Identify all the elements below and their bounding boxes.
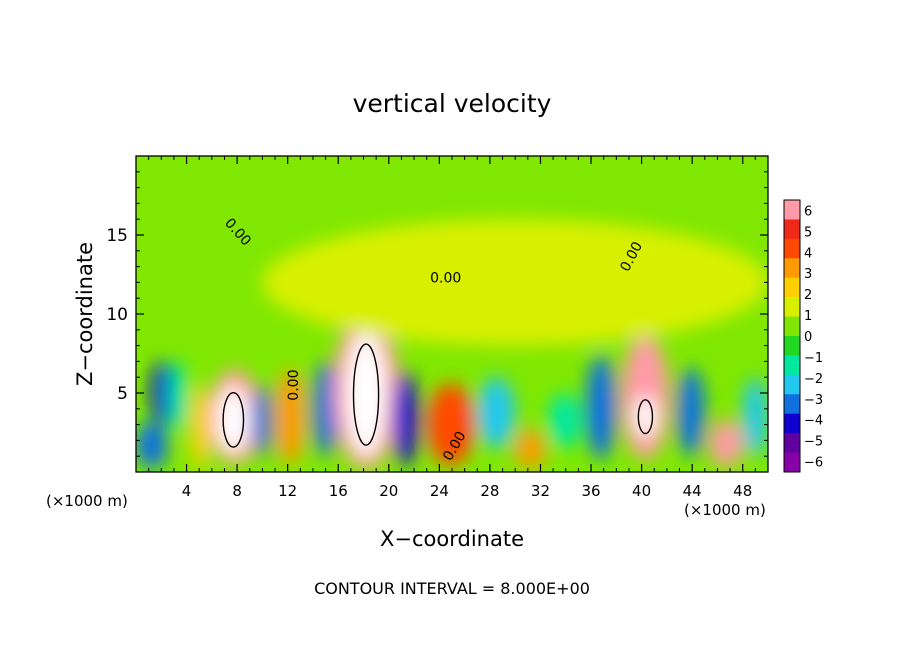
colorbar-label-10: −4 — [804, 414, 823, 429]
colorbar-swatch-8 — [784, 355, 800, 376]
colorbar-label-1: 5 — [804, 225, 812, 240]
heatmap-cell-5 — [216, 386, 250, 454]
chart-title: vertical velocity — [353, 89, 552, 118]
heatmap-cell-19 — [676, 367, 705, 457]
x-tick-label-10: 44 — [683, 482, 702, 500]
colorbar-swatch-2 — [784, 238, 800, 259]
colorbar-swatch-13 — [784, 452, 800, 473]
colorbar-label-4: 2 — [804, 288, 812, 303]
colorbar-swatch-12 — [784, 433, 800, 454]
colorbar-label-3: 3 — [804, 267, 812, 282]
heatmap-cell-7 — [275, 369, 306, 465]
heatmap-cell-12 — [426, 383, 475, 466]
contour-line-5 — [222, 391, 245, 448]
heatmap-cell-20 — [709, 419, 743, 468]
colorbar-swatch-5 — [784, 297, 800, 318]
x-axis-ticks: 4 8 12 16 20 24 28 32 36 40 44 48 — [148, 156, 769, 500]
x-axis-unit-right: (×1000 m) — [684, 501, 766, 519]
x-tick-label-5: 24 — [430, 482, 449, 500]
colorbar-label-5: 1 — [804, 309, 812, 324]
contour-interval-footer: CONTOUR INTERVAL = 8.000E+00 — [314, 579, 590, 598]
x-tick-label-4: 20 — [379, 482, 398, 500]
colorbar-swatch-6 — [784, 316, 800, 337]
colorbar-label-6: 0 — [804, 330, 812, 345]
heatmap-cell-22 — [262, 219, 768, 346]
x-tick-label-8: 36 — [581, 482, 600, 500]
heatmap-cell-6 — [252, 385, 272, 457]
colorbar-label-9: −3 — [804, 393, 823, 408]
colorbar-label-11: −5 — [804, 435, 823, 450]
x-tick-label-9: 40 — [632, 482, 651, 500]
heatmap-cell-11 — [392, 370, 418, 466]
heatmap-cell-21 — [742, 377, 768, 457]
heatmap-cell-14 — [515, 429, 546, 469]
colorbar-label-12: −6 — [804, 456, 823, 471]
contour-label-1: 0.00 — [430, 270, 461, 286]
contour-label-3: 0.00 — [286, 370, 302, 401]
heatmap-cell-3 — [190, 383, 211, 471]
heatmap-cell-10 — [345, 332, 387, 457]
x-tick-label-0: 4 — [182, 482, 192, 500]
colorbar-swatch-10 — [784, 394, 800, 415]
colorbar-swatch-1 — [784, 219, 800, 240]
colorbar-label-2: 4 — [804, 246, 812, 261]
colorbar-swatch-11 — [784, 413, 800, 434]
x-tick-label-6: 28 — [480, 482, 499, 500]
x-tick-label-1: 8 — [232, 482, 242, 500]
contour-line-18 — [637, 399, 654, 435]
x-tick-label-2: 12 — [278, 482, 297, 500]
heatmap-cell-8 — [312, 361, 339, 457]
heatmap-cell-0 — [136, 421, 168, 469]
heatmap-cell-15 — [548, 393, 581, 449]
colorbar-swatch-7 — [784, 336, 800, 356]
y-tick-label-2: 15 — [106, 226, 128, 246]
colorbar-label-0: 6 — [804, 204, 812, 219]
y-axis-ticks: 5 10 15 — [106, 171, 768, 457]
x-axis-unit-left: (×1000 m) — [46, 492, 128, 510]
heatmap-cell-13 — [477, 377, 516, 449]
colorbar-label-7: −1 — [804, 351, 823, 366]
contour-lines — [222, 343, 654, 448]
y-tick-label-0: 5 — [117, 384, 128, 404]
colorbar-swatch-4 — [784, 277, 800, 298]
colorbar-swatch-9 — [784, 374, 800, 395]
heatmap-cell-16 — [585, 355, 617, 460]
colorbar: 6 5 4 3 2 1 0 −1 −2 −3 −4 −5 −6 — [783, 199, 823, 473]
heatmap-cell-1 — [151, 361, 174, 425]
colorbar-swatch-0 — [784, 200, 800, 220]
y-axis-label: Z−coordinate — [73, 242, 97, 386]
heatmap-cell-2 — [168, 361, 188, 433]
x-tick-label-3: 16 — [329, 482, 348, 500]
x-axis-label: X−coordinate — [380, 527, 524, 551]
y-tick-label-1: 10 — [106, 305, 128, 325]
contour-line-10 — [352, 343, 380, 446]
x-tick-label-11: 48 — [733, 482, 752, 500]
x-tick-label-7: 32 — [531, 482, 550, 500]
colorbar-swatch-3 — [784, 258, 800, 279]
heatmap-cell-18 — [634, 396, 657, 438]
colorbar-label-8: −2 — [804, 372, 823, 387]
colorbar-frame — [783, 199, 801, 473]
